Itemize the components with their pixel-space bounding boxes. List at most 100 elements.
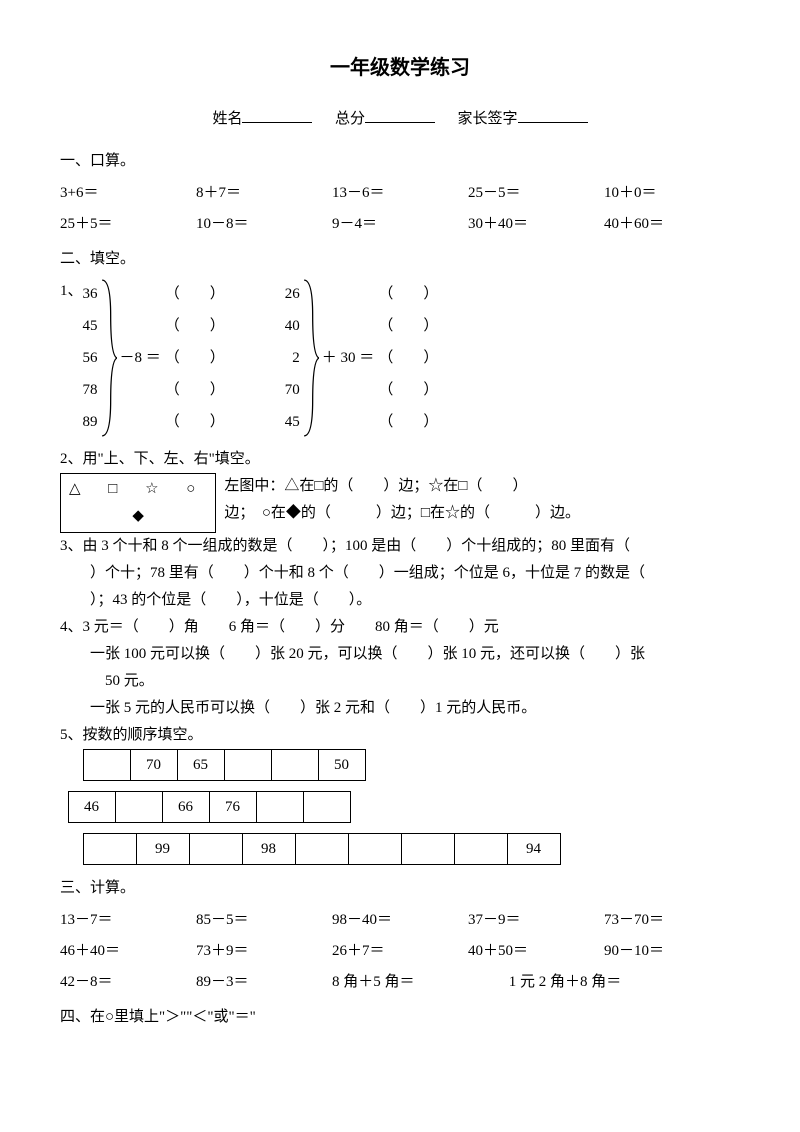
- q3-l1: 3、由 3 个十和 8 个一组成的数是（ ）；100 是由（ ）个十组成的；80…: [60, 533, 740, 560]
- blank[interactable]: （ ）: [165, 343, 225, 373]
- s1-row1: 3+6＝ 8＋7＝ 13－6＝ 25－5＝ 10＋0＝: [60, 180, 740, 207]
- seq-table-2: 46 66 76: [68, 791, 351, 823]
- num: 45: [83, 311, 98, 341]
- sign-blank[interactable]: [518, 107, 588, 123]
- cell[interactable]: 50: [318, 750, 365, 781]
- seq-table-3: 99 98 94: [83, 833, 561, 865]
- page-title: 一年级数学练习: [60, 50, 740, 86]
- num: 2: [285, 343, 300, 373]
- blank[interactable]: （ ）: [378, 407, 438, 437]
- score-label: 总分: [335, 111, 365, 127]
- num: 26: [285, 279, 300, 309]
- eq: 9－4＝: [332, 211, 468, 238]
- cell[interactable]: [83, 834, 136, 865]
- seq-table-1: 70 65 50: [83, 749, 366, 781]
- q2-label: 2、用"上、下、左、右"填空。: [60, 446, 740, 473]
- blank[interactable]: （ ）: [165, 407, 225, 437]
- cell[interactable]: 46: [68, 792, 115, 823]
- cell[interactable]: [401, 834, 454, 865]
- brace-icon: [100, 278, 116, 438]
- op: －8 ＝: [116, 278, 165, 438]
- sign-label: 家长签字: [458, 111, 518, 127]
- eq: 40＋50＝: [468, 938, 604, 965]
- brace-icon: [302, 278, 318, 438]
- section-4-head: 四、在○里填上"＞""＜"或"＝": [60, 1004, 740, 1031]
- eq: 26＋7＝: [332, 938, 468, 965]
- q4-l3: 50 元。: [60, 668, 740, 695]
- eq: 3+6＝: [60, 180, 196, 207]
- cell[interactable]: [271, 750, 318, 781]
- s3-row3: 42－8＝ 89－3＝ 8 角＋5 角＝ 1 元 2 角＋8 角＝: [60, 969, 740, 996]
- eq: 40＋60＝: [604, 211, 740, 238]
- num: 45: [285, 407, 300, 437]
- eq: 85－5＝: [196, 907, 332, 934]
- num: 36: [83, 279, 98, 309]
- section-3-head: 三、计算。: [60, 875, 740, 902]
- q1-wrap: 1、 36 45 56 78 89 －8 ＝ （ ） （ ） （ ） （ ） （…: [60, 278, 740, 438]
- q1-right: 26 40 2 70 45 ＋ 30 ＝ （ ） （ ） （ ） （ ） （ ）: [285, 278, 439, 438]
- eq: 37－9＝: [468, 907, 604, 934]
- q3-l3: ）；43 的个位是（ ），十位是（ ）。: [60, 587, 740, 614]
- blank[interactable]: （ ）: [165, 311, 225, 341]
- blank[interactable]: （ ）: [378, 375, 438, 405]
- q2-line: 边； ○在◆的（ ）边；□在☆的（ ）边。: [224, 500, 740, 527]
- q4-l2: 一张 100 元可以换（ ）张 20 元，可以换（ ）张 10 元，还可以换（ …: [60, 641, 740, 668]
- op: ＋ 30 ＝: [318, 278, 379, 438]
- num: 70: [285, 375, 300, 405]
- cell[interactable]: 94: [507, 834, 560, 865]
- eq: 90－10＝: [604, 938, 740, 965]
- eq: 13－6＝: [332, 180, 468, 207]
- eq: 25＋5＝: [60, 211, 196, 238]
- q3-l2: ）个十；78 里有（ ）个十和 8 个（ ）一组成；个位是 6，十位是 7 的数…: [60, 560, 740, 587]
- cell[interactable]: [256, 792, 303, 823]
- section-2-head: 二、填空。: [60, 246, 740, 273]
- eq: 25－5＝: [468, 180, 604, 207]
- blank[interactable]: （ ）: [378, 343, 438, 373]
- s1-row2: 25＋5＝ 10－8＝ 9－4＝ 30＋40＝ 40＋60＝: [60, 211, 740, 238]
- cell[interactable]: [454, 834, 507, 865]
- q4-l4: 一张 5 元的人民币可以换（ ）张 2 元和（ ）1 元的人民币。: [60, 695, 740, 722]
- num: 56: [83, 343, 98, 373]
- num: 78: [83, 375, 98, 405]
- eq: 30＋40＝: [468, 211, 604, 238]
- blank[interactable]: （ ）: [165, 279, 225, 309]
- q5-label: 5、按数的顺序填空。: [60, 722, 740, 749]
- score-blank[interactable]: [365, 107, 435, 123]
- shape-row: ◆: [69, 503, 207, 530]
- eq: 73＋9＝: [196, 938, 332, 965]
- section-1-head: 一、口算。: [60, 148, 740, 175]
- blank[interactable]: （ ）: [378, 279, 438, 309]
- cell[interactable]: 99: [136, 834, 189, 865]
- eq: 10－8＝: [196, 211, 332, 238]
- q4-l1: 4、3 元＝（ ）角 6 角＝（ ）分 80 角＝（ ）元: [60, 614, 740, 641]
- header-line: 姓名 总分 家长签字: [60, 106, 740, 133]
- q1-label: 1、: [60, 278, 83, 438]
- cell[interactable]: 70: [130, 750, 177, 781]
- blank[interactable]: （ ）: [165, 375, 225, 405]
- s3-row2: 46＋40＝ 73＋9＝ 26＋7＝ 40＋50＝ 90－10＝: [60, 938, 740, 965]
- cell[interactable]: [224, 750, 271, 781]
- cell[interactable]: 98: [242, 834, 295, 865]
- num: 40: [285, 311, 300, 341]
- num: 89: [83, 407, 98, 437]
- eq: 46＋40＝: [60, 938, 196, 965]
- name-blank[interactable]: [242, 107, 312, 123]
- cell[interactable]: [295, 834, 348, 865]
- shape-row: △ □ ☆ ○: [69, 476, 207, 503]
- cell[interactable]: [348, 834, 401, 865]
- cell[interactable]: 66: [162, 792, 209, 823]
- cell[interactable]: [83, 750, 130, 781]
- shapes-box: △ □ ☆ ○ ◆: [60, 473, 216, 533]
- eq: 98－40＝: [332, 907, 468, 934]
- q2-body: △ □ ☆ ○ ◆ 左图中：△在□的（ ）边；☆在□（ ） 边； ○在◆的（ ）…: [60, 473, 740, 533]
- name-label: 姓名: [212, 111, 242, 127]
- eq: 8＋7＝: [196, 180, 332, 207]
- cell[interactable]: [115, 792, 162, 823]
- cell[interactable]: [189, 834, 242, 865]
- cell[interactable]: [303, 792, 350, 823]
- cell[interactable]: 76: [209, 792, 256, 823]
- blank[interactable]: （ ）: [378, 311, 438, 341]
- cell[interactable]: 65: [177, 750, 224, 781]
- eq: 13－7＝: [60, 907, 196, 934]
- eq: 89－3＝: [196, 969, 332, 996]
